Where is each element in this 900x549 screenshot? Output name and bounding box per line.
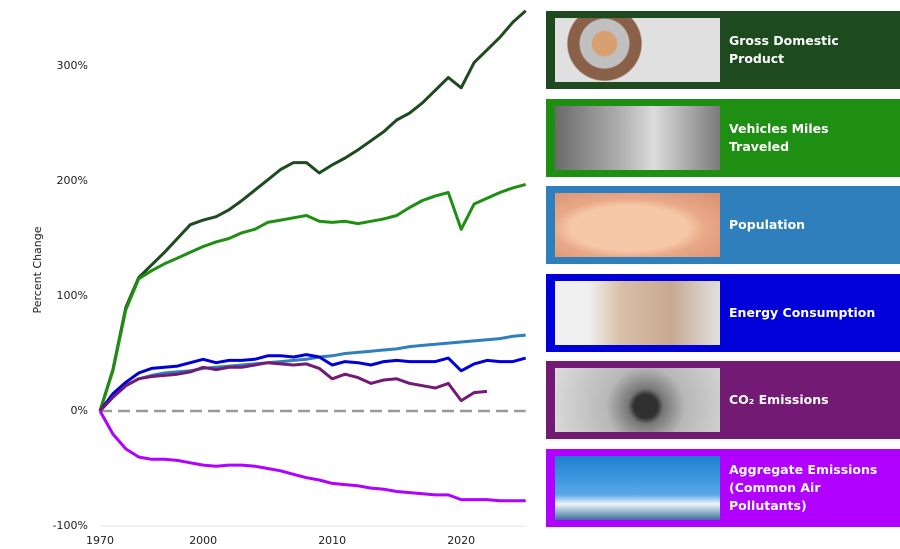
series-line bbox=[98, 9, 527, 412]
x-tick-label: 2010 bbox=[318, 534, 346, 547]
x-tick-label: 2020 bbox=[447, 534, 475, 547]
legend-image bbox=[555, 193, 720, 257]
x-tick-label: 2000 bbox=[189, 534, 217, 547]
x-tick-label: 1970 bbox=[86, 534, 114, 547]
series-line bbox=[98, 333, 526, 413]
legend-image bbox=[555, 280, 720, 345]
y-tick-label: 200% bbox=[57, 174, 88, 187]
legend-label: Energy Consumption bbox=[729, 304, 876, 320]
chart: Percent Change -100% 0% 100% 200% 300% 1970 20… bbox=[31, 9, 527, 547]
legend-image bbox=[555, 18, 720, 82]
legend-label: Population bbox=[729, 217, 806, 232]
legend-image bbox=[555, 105, 720, 170]
y-tick-label: 0% bbox=[71, 404, 88, 417]
legend-label: Vehicles Miles Traveled bbox=[729, 120, 829, 154]
legend-item: Gross Domestic Product bbox=[546, 11, 900, 89]
legend-label: Aggregate Emissions (Common Air Pollutan… bbox=[729, 461, 878, 513]
legend-image bbox=[555, 455, 720, 520]
legend-item: Vehicles Miles Traveled bbox=[546, 98, 900, 177]
series-line bbox=[98, 353, 527, 412]
y-tick-label: 300% bbox=[57, 59, 88, 72]
legend-item: Energy Consumption bbox=[546, 273, 900, 352]
legend-item: CO₂ Emissions bbox=[546, 361, 900, 439]
y-tick-label: -100% bbox=[53, 519, 88, 532]
y-tick-label: 100% bbox=[57, 289, 88, 302]
legend-label: CO₂ Emissions bbox=[729, 392, 829, 407]
series-line bbox=[98, 361, 488, 413]
series-line bbox=[98, 182, 527, 412]
series-line bbox=[98, 410, 526, 503]
y-axis-label: Percent Change bbox=[31, 226, 44, 313]
legend-label: Gross Domestic Product bbox=[729, 33, 839, 66]
legend-item: Aggregate Emissions (Common Air Pollutan… bbox=[546, 448, 900, 527]
legend-image bbox=[555, 368, 720, 432]
legend: Gross Domestic Product Vehicles Miles Tra… bbox=[546, 11, 900, 536]
legend-item: Population bbox=[546, 186, 900, 264]
